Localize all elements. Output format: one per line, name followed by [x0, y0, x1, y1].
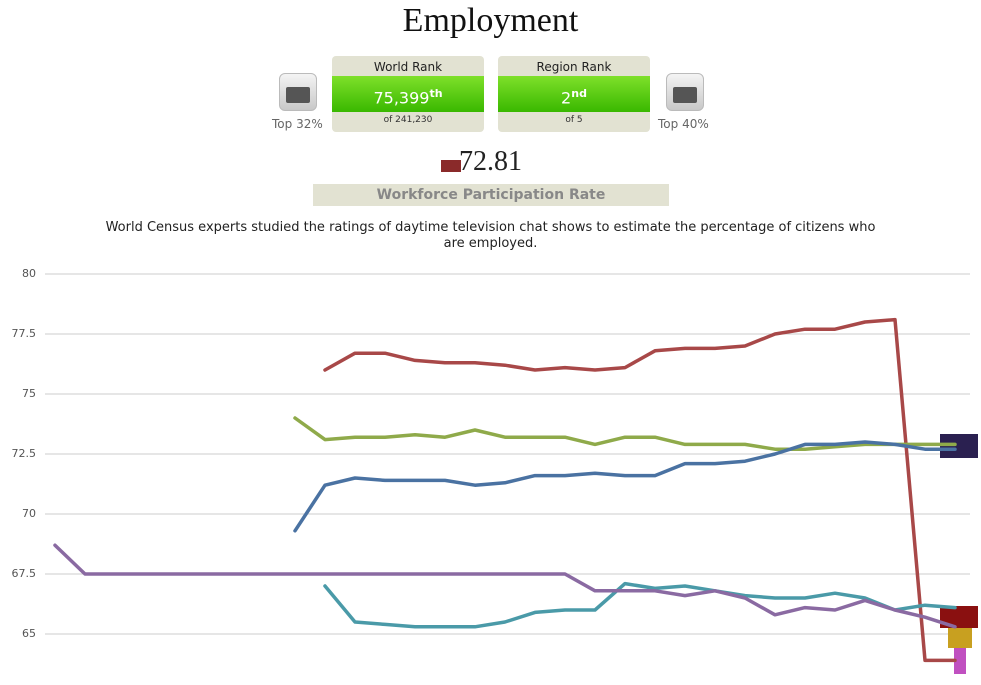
rank-number: 75,399	[373, 88, 430, 108]
region-rank-box[interactable]: Region Rank 2nd of 5	[498, 56, 650, 132]
icon	[666, 73, 704, 111]
rank-suffix: th	[429, 87, 443, 100]
y-tick-label: 65	[22, 627, 36, 640]
of-total: of 5	[565, 115, 583, 125]
y-tick-label: 77.5	[12, 327, 37, 340]
description: World Census experts studied the ratings…	[105, 220, 876, 251]
series-line	[293, 440, 957, 533]
metric-name: Workforce Participation Rate	[313, 184, 669, 206]
world-rank-box[interactable]: World Rank 75,399th of 241,230	[332, 56, 484, 132]
flag	[954, 648, 966, 674]
y-tick-label: 80	[22, 267, 36, 280]
of-total: of 241,230	[383, 115, 433, 125]
label: Region Rank	[536, 60, 612, 74]
flag	[940, 606, 978, 628]
region-top-percent: Top 40%	[658, 117, 709, 131]
series-line	[323, 581, 957, 629]
flag	[948, 628, 972, 648]
flag	[441, 160, 461, 172]
series-line	[323, 317, 957, 663]
y-tick-label: 70	[22, 507, 36, 520]
series-line	[53, 543, 957, 629]
page-title: Employment	[402, 2, 579, 39]
world-top-percent: Top 32%	[272, 117, 323, 131]
score: 72.81	[459, 146, 522, 177]
icon	[279, 73, 317, 111]
rank: 2nd	[498, 76, 650, 112]
chart: 80 77.5 75 72.5 70 67.5 65	[12, 267, 978, 674]
series-line	[293, 416, 957, 451]
y-tick-label: 75	[22, 387, 36, 400]
rank-suffix: nd	[571, 87, 587, 100]
y-tick-label: 72.5	[12, 447, 37, 460]
label: World Rank	[373, 60, 443, 74]
rank: 75,399th	[332, 76, 484, 112]
rank-number: 2	[561, 88, 572, 108]
y-tick-label: 67.5	[12, 567, 37, 580]
